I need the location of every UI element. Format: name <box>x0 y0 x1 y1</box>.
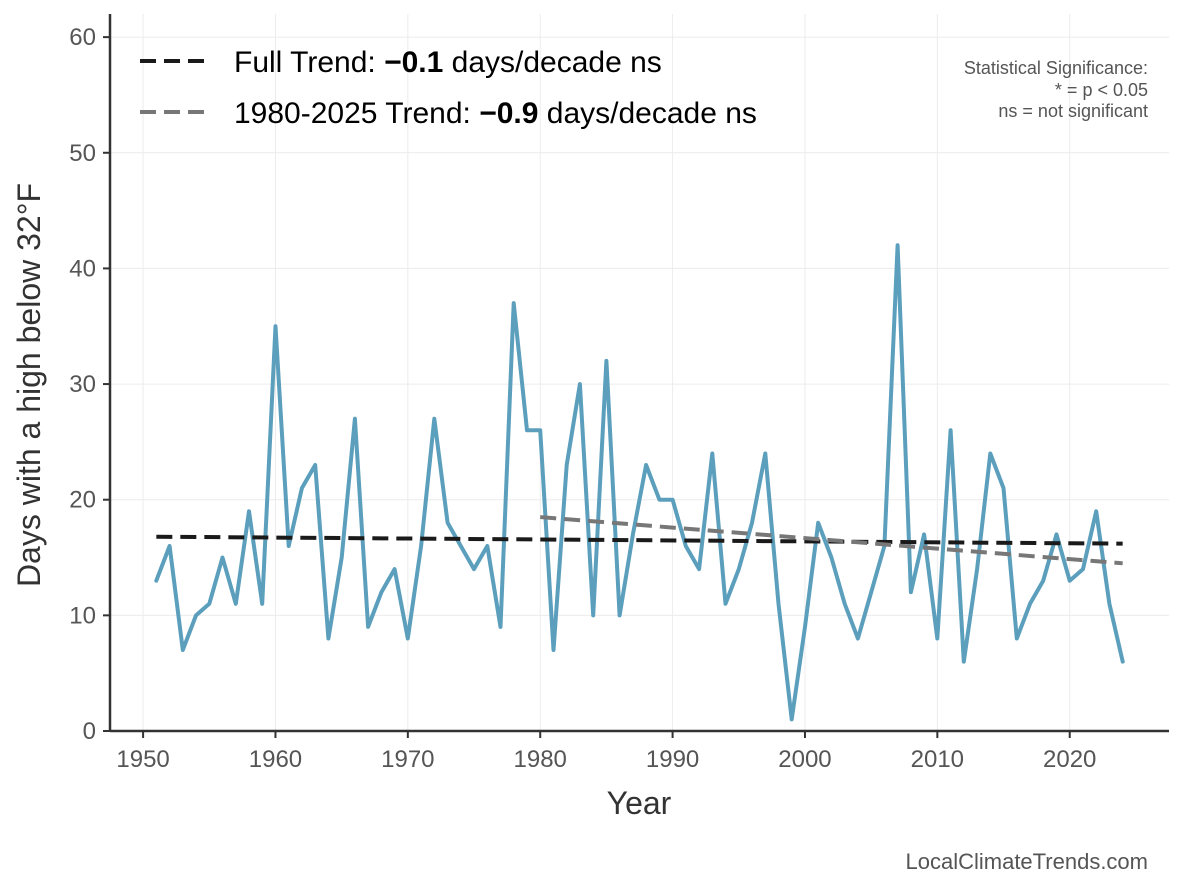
x-axis-title: Year <box>607 785 672 821</box>
legend-recent-trend-suffix: days/decade ns <box>538 97 756 130</box>
legend-full-trend-value: −0.1 <box>384 46 443 79</box>
x-tick-label-1980: 1980 <box>514 746 567 773</box>
y-tick-label-40: 40 <box>69 255 96 282</box>
full-trend-line <box>156 534 1123 546</box>
significance-note: Statistical Significance: * = p < 0.05 n… <box>964 58 1148 121</box>
x-tick-label-1970: 1970 <box>381 746 434 773</box>
y-tick-label-30: 30 <box>69 371 96 398</box>
axes <box>108 14 1169 733</box>
x-tick-label-2020: 2020 <box>1043 746 1096 773</box>
y-tick-label-20: 20 <box>69 487 96 514</box>
y-ticks: 0 10 20 30 40 50 60 <box>69 24 110 745</box>
legend-full-trend-label: Full Trend: −0.1 days/decade ns <box>234 46 662 79</box>
y-tick-label-50: 50 <box>69 140 96 167</box>
legend-recent-trend-prefix: 1980-2025 Trend: <box>234 97 479 130</box>
y-axis-title: Days with a high below 32°F <box>11 183 47 587</box>
significance-note-star: * = p < 0.05 <box>1055 80 1148 100</box>
trend-lines <box>156 515 1123 566</box>
y-tick-label-0: 0 <box>83 718 96 745</box>
y-tick-label-60: 60 <box>69 24 96 51</box>
series-line-0 <box>154 243 1125 722</box>
recent-trend-line <box>540 515 1123 566</box>
x-tick-label-2000: 2000 <box>778 746 831 773</box>
legend-full-trend-prefix: Full Trend: <box>234 46 384 79</box>
significance-note-ns: ns = not significant <box>998 101 1148 121</box>
x-tick-label-1960: 1960 <box>249 746 302 773</box>
data-series <box>154 243 1125 722</box>
y-tick-label-10: 10 <box>69 602 96 629</box>
legend-full-trend-suffix: days/decade ns <box>443 46 661 79</box>
legend: Full Trend: −0.1 days/decade ns 1980-202… <box>140 46 757 130</box>
credit-text: LocalClimateTrends.com <box>906 849 1149 874</box>
x-tick-label-1990: 1990 <box>646 746 699 773</box>
x-tick-label-1950: 1950 <box>116 746 169 773</box>
x-ticks: 1950 1960 1970 1980 1990 2000 2010 2020 <box>116 731 1096 773</box>
legend-recent-trend-label: 1980-2025 Trend: −0.9 days/decade ns <box>234 97 757 130</box>
significance-note-title: Statistical Significance: <box>964 58 1148 78</box>
legend-recent-trend-value: −0.9 <box>479 97 538 130</box>
x-tick-label-2010: 2010 <box>911 746 964 773</box>
